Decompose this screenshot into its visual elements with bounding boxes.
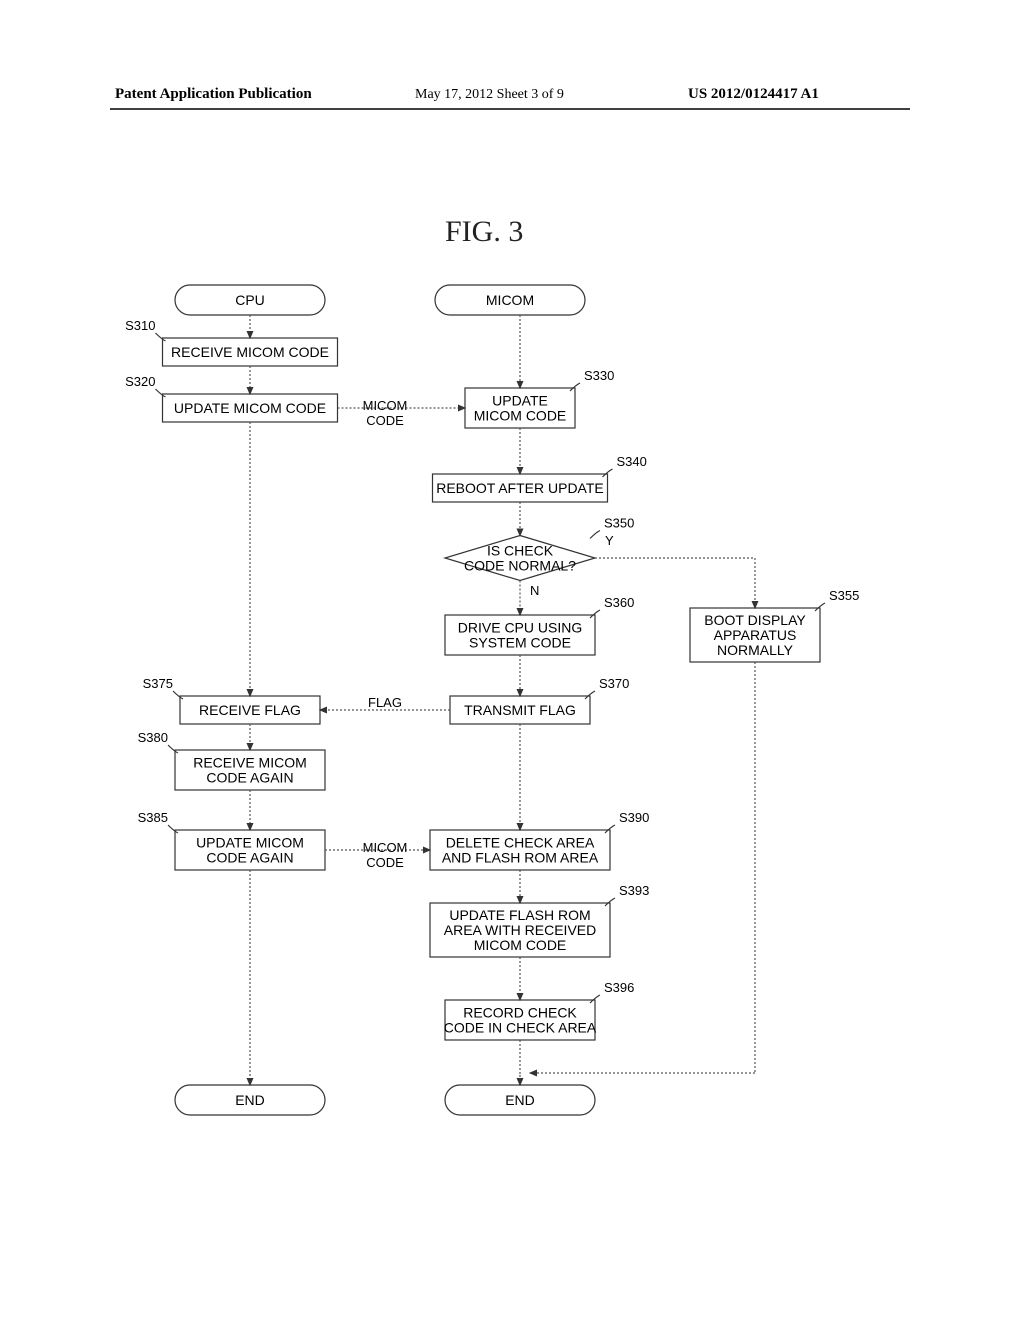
svg-text:S340: S340 (617, 454, 647, 469)
svg-text:S350: S350 (604, 516, 634, 531)
svg-text:S320: S320 (125, 374, 155, 389)
svg-text:APPARATUS: APPARATUS (714, 627, 797, 643)
svg-text:CODE NORMAL?: CODE NORMAL? (464, 558, 576, 574)
svg-text:S310: S310 (125, 318, 155, 333)
svg-text:S396: S396 (604, 980, 634, 995)
svg-text:RECEIVE MICOM CODE: RECEIVE MICOM CODE (171, 344, 329, 360)
svg-text:MICOM: MICOM (363, 398, 408, 413)
svg-text:SYSTEM CODE: SYSTEM CODE (469, 635, 571, 651)
svg-text:REBOOT AFTER UPDATE: REBOOT AFTER UPDATE (436, 480, 604, 496)
svg-text:AREA WITH RECEIVED: AREA WITH RECEIVED (444, 922, 596, 938)
svg-text:UPDATE MICOM CODE: UPDATE MICOM CODE (174, 400, 326, 416)
svg-text:S380: S380 (138, 730, 168, 745)
svg-text:UPDATE FLASH ROM: UPDATE FLASH ROM (449, 907, 590, 923)
svg-text:DELETE CHECK AREA: DELETE CHECK AREA (446, 835, 595, 851)
svg-text:N: N (530, 583, 539, 598)
svg-text:Y: Y (605, 533, 614, 548)
svg-text:BOOT DISPLAY: BOOT DISPLAY (704, 612, 806, 628)
svg-text:S385: S385 (138, 810, 168, 825)
svg-text:TRANSMIT FLAG: TRANSMIT FLAG (464, 702, 576, 718)
svg-text:MICOM: MICOM (363, 840, 408, 855)
svg-text:CODE: CODE (366, 413, 404, 428)
svg-text:CODE AGAIN: CODE AGAIN (206, 770, 293, 786)
svg-text:UPDATE: UPDATE (492, 393, 548, 409)
svg-text:RECORD CHECK: RECORD CHECK (463, 1005, 577, 1021)
svg-text:S375: S375 (143, 676, 173, 691)
page: Patent Application Publication May 17, 2… (0, 0, 1024, 1320)
svg-text:CPU: CPU (235, 292, 265, 308)
flowchart-diagram: CPU MICOM RECEIVE MICOM CODE S310 UPDATE MIC… (0, 0, 1024, 1320)
svg-text:S360: S360 (604, 595, 634, 610)
svg-text:S393: S393 (619, 883, 649, 898)
svg-text:END: END (505, 1092, 535, 1108)
svg-text:DRIVE CPU USING: DRIVE CPU USING (458, 620, 582, 636)
svg-text:S370: S370 (599, 676, 629, 691)
svg-text:MICOM CODE: MICOM CODE (474, 937, 567, 953)
svg-text:CODE IN CHECK AREA: CODE IN CHECK AREA (444, 1020, 597, 1036)
svg-text:END: END (235, 1092, 265, 1108)
svg-text:RECEIVE FLAG: RECEIVE FLAG (199, 702, 301, 718)
svg-text:UPDATE MICOM: UPDATE MICOM (196, 835, 304, 851)
svg-text:NORMALLY: NORMALLY (717, 642, 794, 658)
svg-text:CODE AGAIN: CODE AGAIN (206, 850, 293, 866)
svg-text:CODE: CODE (366, 855, 404, 870)
svg-text:IS CHECK: IS CHECK (487, 543, 554, 559)
svg-text:S355: S355 (829, 588, 859, 603)
svg-text:FLAG: FLAG (368, 695, 402, 710)
svg-text:S390: S390 (619, 810, 649, 825)
svg-text:RECEIVE MICOM: RECEIVE MICOM (193, 755, 307, 771)
svg-text:S330: S330 (584, 368, 614, 383)
svg-text:AND FLASH ROM AREA: AND FLASH ROM AREA (442, 850, 599, 866)
svg-text:MICOM CODE: MICOM CODE (474, 408, 567, 424)
svg-text:MICOM: MICOM (486, 292, 534, 308)
